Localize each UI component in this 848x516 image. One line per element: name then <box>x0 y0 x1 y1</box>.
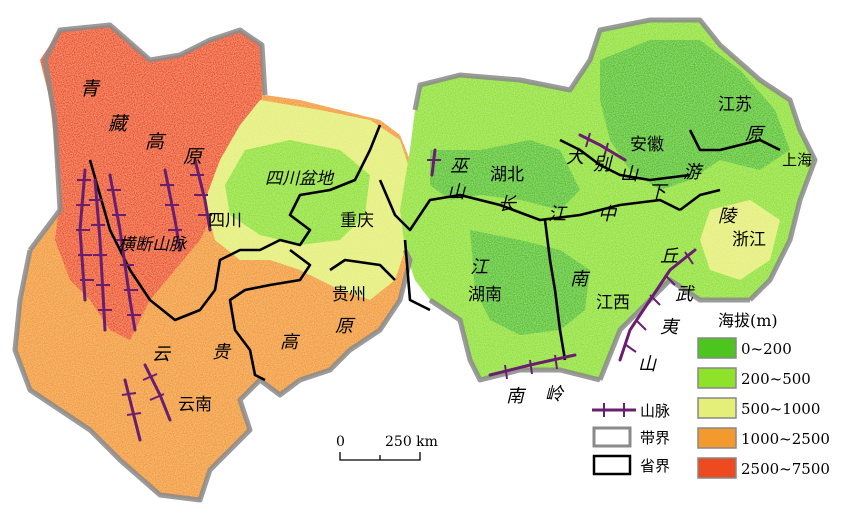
label-chongqing: 重庆 <box>340 211 374 231</box>
hengduan-range-4 <box>163 168 182 252</box>
legend-class-4: 2500~7500 <box>741 460 830 478</box>
label-da: 大 <box>566 147 586 168</box>
label-gui: 贵 <box>212 342 232 363</box>
legend-class-1: 200~500 <box>741 370 811 388</box>
label-shan: 山 <box>447 182 466 203</box>
legend-class-2: 500~1000 <box>741 400 820 418</box>
legend-title: 海拔(m) <box>718 311 778 330</box>
zone-200-500-basin <box>225 140 370 245</box>
zone-500-1000-zhe <box>700 200 780 280</box>
dabie-range <box>578 133 627 162</box>
label-ling: 陵 <box>718 206 738 227</box>
label-nan-ling-2: 岭 <box>545 384 565 405</box>
legend-swatch-1 <box>697 367 737 389</box>
label-gao-mid: 高 <box>280 332 301 353</box>
label-wu: 巫 <box>450 156 471 177</box>
region-labels: 青 藏 高 原 横断山脉 四川盆地 巫 山 湖北 长 江 大 别 山 安徽 江苏… <box>80 78 812 415</box>
label-jiangsu: 江苏 <box>718 95 752 115</box>
belt-boundary-icon <box>592 426 632 448</box>
zone-2500-7500 <box>40 25 262 340</box>
label-wu-yi-3: 山 <box>638 354 657 375</box>
label-anhui: 安徽 <box>630 135 664 155</box>
wuyi-range <box>618 248 697 362</box>
label-hunan: 湖南 <box>468 285 502 305</box>
label-sichuan-basin: 四川盆地 <box>265 169 335 189</box>
wu-range <box>430 148 437 177</box>
mountain-ticks <box>76 132 694 416</box>
zone-0-200-hubei <box>430 140 580 210</box>
label-xia: 下 <box>648 182 669 203</box>
label-jiang-hunan: 江 <box>470 257 490 278</box>
zone-0-200-hunan <box>470 230 590 335</box>
province-boundaries <box>88 124 781 382</box>
zone-0-200-lower <box>600 40 790 190</box>
legend-swatch-3 <box>697 427 737 449</box>
scale-zero: 0 <box>336 434 345 450</box>
scale-label: 250 km <box>385 434 438 450</box>
elevation-layer <box>15 20 815 500</box>
label-gao: 高 <box>145 131 167 153</box>
label-zhong: 中 <box>598 204 618 225</box>
label-wu-yi-1: 武 <box>675 284 695 305</box>
label-hubei: 湖北 <box>490 165 524 185</box>
label-yuan-right: 原 <box>745 124 766 145</box>
label-yun: 云 <box>152 344 172 365</box>
label-you: 游 <box>683 162 704 183</box>
label-dabie-shan: 山 <box>620 164 639 185</box>
label-zang: 藏 <box>108 113 130 135</box>
label-nan-ling-1: 南 <box>506 386 527 407</box>
label-yuan-mid: 原 <box>335 316 356 337</box>
label-bie: 别 <box>593 154 614 175</box>
hengduan-range-5 <box>193 158 212 232</box>
label-jiang1: 江 <box>548 204 568 225</box>
legend-belt-label: 带界 <box>640 429 670 447</box>
legend-swatch-0 <box>697 337 737 359</box>
label-yuan: 原 <box>183 146 205 168</box>
label-shanghai: 上海 <box>782 151 812 169</box>
label-yunnan: 云南 <box>178 395 212 415</box>
legend-class-3: 1000~2500 <box>741 430 830 448</box>
label-guizhou: 贵州 <box>332 285 366 305</box>
label-chang: 长 <box>498 194 518 215</box>
province-boundary-icon <box>592 454 632 476</box>
mountain-range-icon <box>592 403 636 417</box>
label-sichuan: 四川 <box>208 211 242 231</box>
legend-symbols: 山脉 带界 省界 <box>592 402 670 476</box>
legend-swatch-4 <box>697 457 737 479</box>
legend-class-0: 0~200 <box>741 340 792 358</box>
label-jiangxi: 江西 <box>596 293 630 313</box>
scale-bar: 0 250 km <box>336 434 438 461</box>
label-nan: 南 <box>570 269 591 290</box>
legend-mountain-label: 山脉 <box>640 402 670 420</box>
label-wu-yi-2: 夷 <box>660 317 681 338</box>
label-hengduan: 横断山脉 <box>118 235 188 255</box>
legend-province-label: 省界 <box>640 457 670 475</box>
legend-swatch-2 <box>697 397 737 419</box>
legend-elevation: 海拔(m) 0~200 200~500 500~1000 1000~2500 2… <box>697 311 830 479</box>
label-zhejiang: 浙江 <box>732 230 766 250</box>
belt-boundaries <box>12 17 818 503</box>
label-qing: 青 <box>80 78 101 100</box>
label-qiu: 丘 <box>660 246 679 267</box>
